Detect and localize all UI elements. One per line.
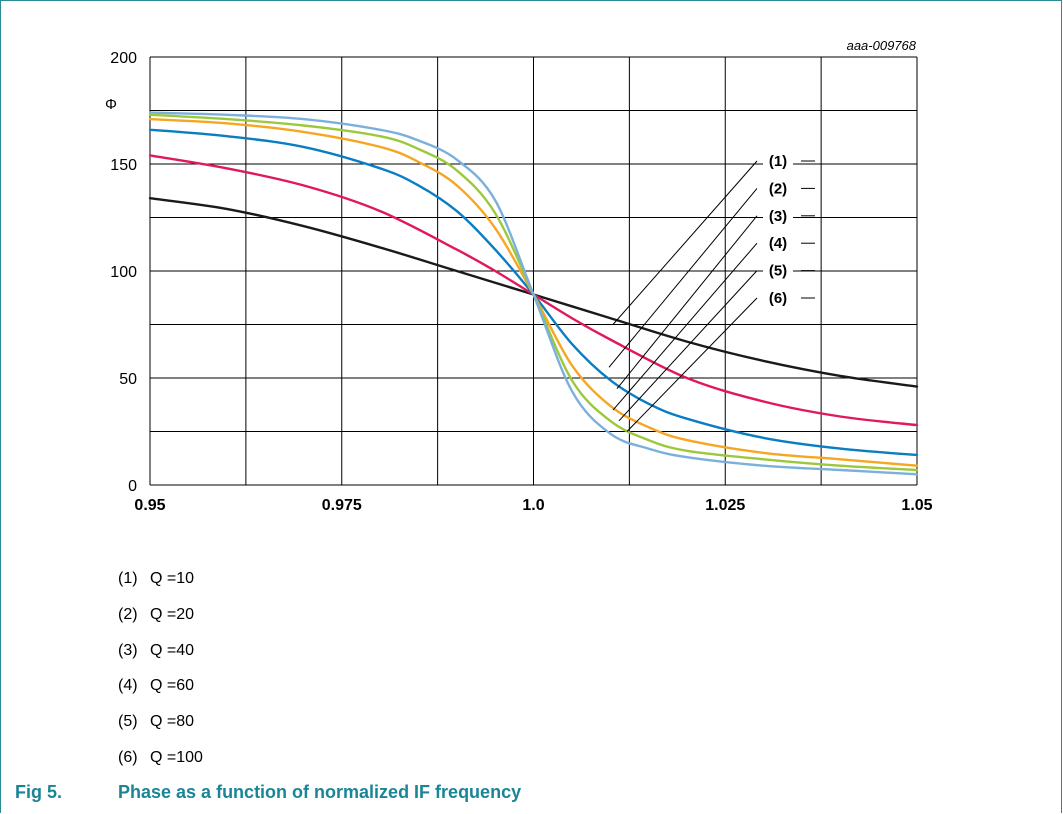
legend-text: Q =20 — [150, 605, 195, 623]
legend-number: (6) — [118, 748, 138, 766]
leader-line — [618, 270, 758, 422]
x-tick-label: 1.0 — [522, 497, 544, 514]
curve-label-bg — [763, 179, 793, 198]
legend-text: Q =80 — [150, 713, 195, 731]
series-line-q100 — [148, 111, 919, 476]
legend-item: (5) Q =80 — [118, 713, 203, 749]
curve-label: (4) — [769, 235, 787, 252]
curve-label-bg — [763, 152, 793, 170]
figure-title: Phase as a function of normalized IF fre… — [118, 782, 522, 802]
curve-label: (2) — [769, 180, 787, 197]
axis-ticks: 0.95 0.975 1.0 1.025 1.05 0 50 100 150 200 — [110, 50, 932, 514]
legend-number: (3) — [118, 641, 138, 659]
legend-number: (2) — [118, 605, 138, 623]
legend-item: (3) Q =40 — [118, 642, 203, 678]
leader-line — [626, 297, 758, 432]
legend-text: Q =10 — [150, 570, 195, 587]
x-tick-label: 1.025 — [705, 497, 745, 514]
curve-label-bg — [763, 261, 793, 280]
y-axis-label: Φ — [105, 96, 117, 113]
legend-list: (1) Q =10 (2) Q =20 (3) Q =40 (4) Q =60 (5) Q… — [118, 570, 203, 785]
curve-label: (1) — [769, 153, 787, 170]
figure-number: Fig 5. — [15, 782, 63, 802]
x-tick-label: 0.95 — [134, 497, 165, 514]
legend-number: (5) — [118, 713, 138, 731]
figure-caption: Fig 5. Phase as a function of normalized … — [15, 782, 521, 803]
y-tick-label: 100 — [110, 264, 137, 281]
legend-item: (4) Q =60 — [118, 677, 203, 713]
curve-label: (3) — [769, 208, 787, 225]
legend-item: (6) Q =100 — [118, 749, 203, 785]
curve-label-bg — [763, 234, 793, 253]
x-tick-label: 0.975 — [322, 497, 362, 514]
legend-text: Q =100 — [150, 748, 203, 766]
x-tick-label: 1.05 — [901, 497, 932, 514]
legend-text: Q =40 — [150, 641, 195, 659]
y-tick-label: 50 — [119, 371, 137, 388]
leader-line — [616, 215, 758, 390]
legend-text: Q =60 — [150, 677, 195, 695]
curve-label-bg — [763, 289, 793, 307]
curve-label: (6) — [769, 290, 787, 307]
leader-line — [612, 160, 758, 325]
chart-series — [148, 111, 919, 476]
leader-line — [612, 242, 758, 411]
label-leader-lines — [608, 160, 815, 432]
phase-chart: (1) (2) (3) (4) (5) (6) 0.95 0.975 1.0 1.025 1.05… — [105, 38, 933, 514]
legend-item: (2) Q =20 — [118, 606, 203, 642]
curve-label-bg — [763, 206, 793, 225]
y-tick-label: 0 — [128, 478, 137, 495]
curve-label: (5) — [769, 263, 787, 280]
y-tick-label: 200 — [110, 50, 137, 67]
curve-labels: (1) (2) (3) (4) (5) (6) — [763, 152, 793, 307]
figure-code: aaa-009768 — [847, 38, 917, 53]
leader-line — [608, 188, 758, 368]
legend-number: (1) — [118, 570, 138, 587]
legend-item: (1) Q =10 — [118, 570, 203, 606]
y-tick-label: 150 — [110, 157, 137, 174]
legend-number: (4) — [118, 677, 138, 695]
